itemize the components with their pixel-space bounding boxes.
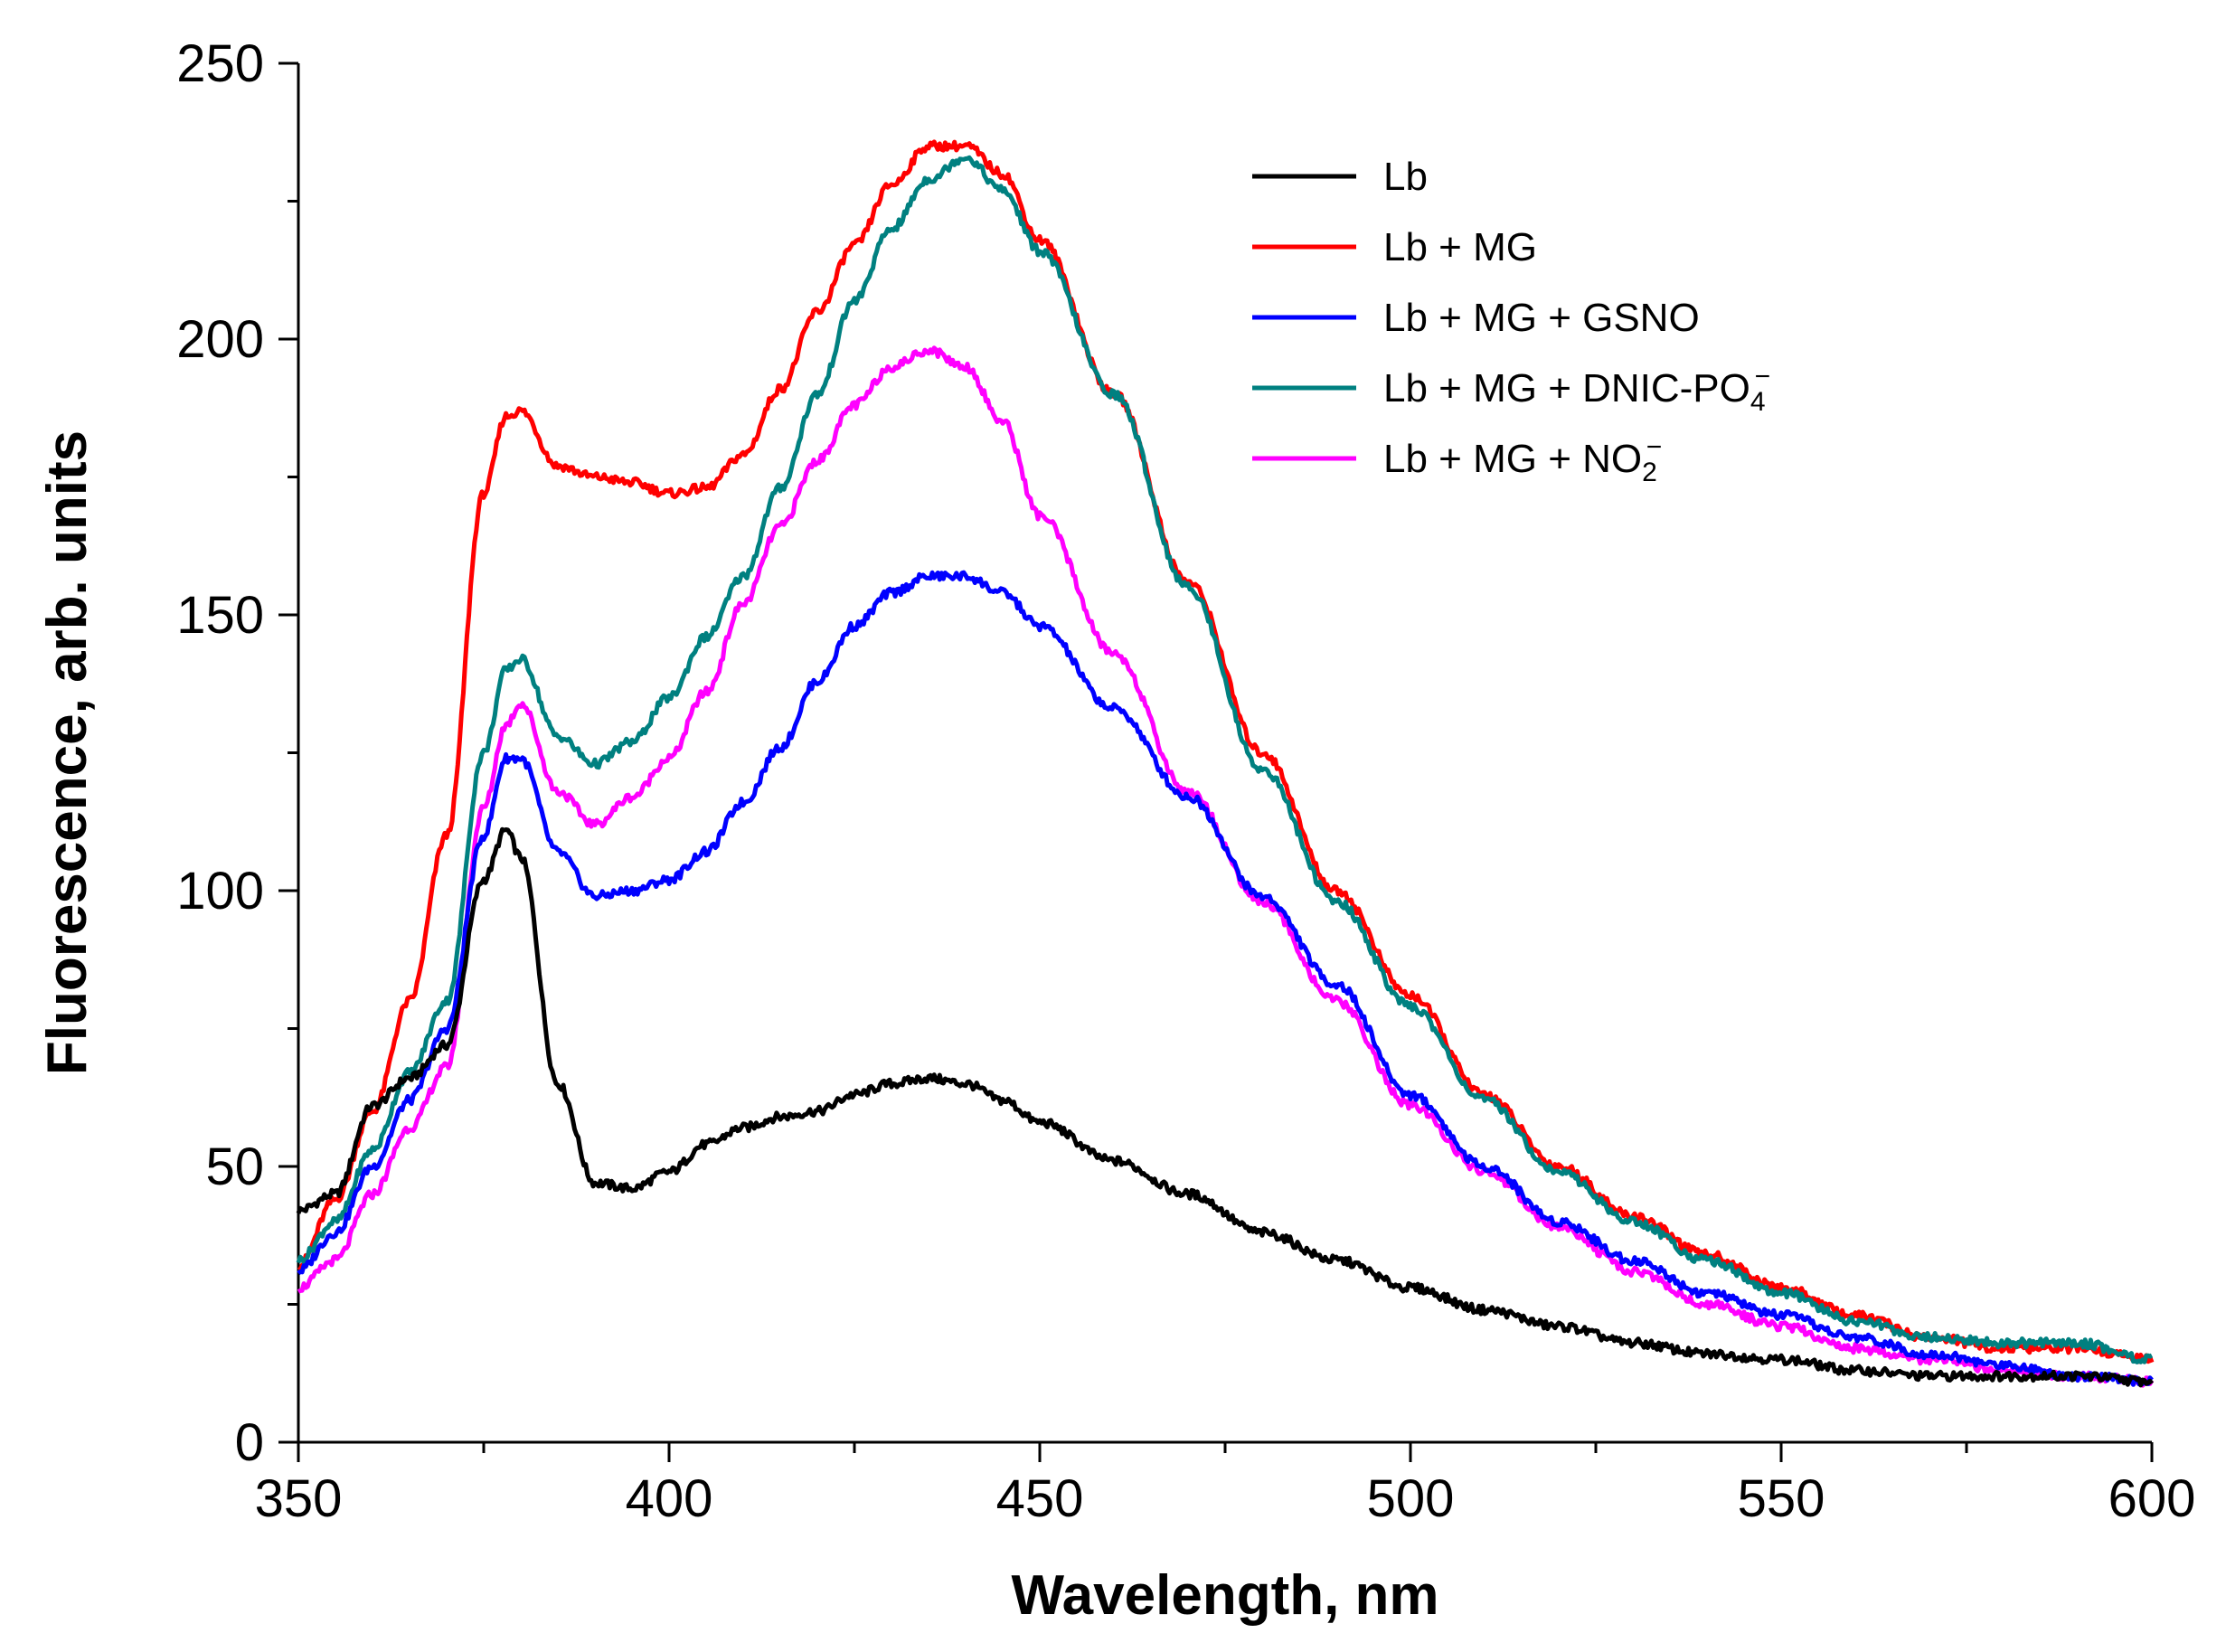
legend-label: Lb + MG + GSNO: [1383, 296, 1700, 340]
y-axis-title: Fluorescence, arb. units: [36, 430, 99, 1075]
y-tick-label: 250: [176, 34, 264, 93]
legend-label: Lb + MG + DNIC-PO4−: [1383, 362, 1770, 417]
legend-label: Lb + MG: [1383, 225, 1537, 269]
x-tick-label: 400: [626, 1469, 713, 1528]
legend: Lb Lb + MG Lb + MG + GSNO Lb + MG + DNIC-PO…: [1252, 155, 1770, 487]
x-tick-label: 350: [255, 1469, 343, 1528]
x-tick-label: 550: [1738, 1469, 1825, 1528]
y-tick-label: 0: [235, 1413, 264, 1472]
series-line-1: [297, 139, 2155, 1364]
series-line-0: [296, 826, 2155, 1388]
series-line-3: [296, 155, 2154, 1364]
axes: 350 400 450 500 550 600 0 50 100 150 200 250: [176, 34, 2195, 1528]
axis-labels: Wavelength, nm Fluorescence, arb. units: [36, 430, 1439, 1627]
x-tick-label: 500: [1367, 1469, 1455, 1528]
series-line-2: [297, 570, 2154, 1387]
series-lines: [296, 139, 2155, 1388]
y-tick-label: 100: [176, 862, 264, 920]
y-tick-label: 200: [176, 310, 264, 369]
legend-label: Lb: [1383, 155, 1428, 199]
legend-label: Lb + MG + NO2−: [1383, 432, 1662, 487]
x-tick-label: 600: [2108, 1469, 2196, 1528]
x-tick-label: 450: [996, 1469, 1084, 1528]
y-tick-label: 50: [205, 1138, 264, 1196]
x-axis-title: Wavelength, nm: [1011, 1564, 1438, 1627]
series-line-4: [297, 345, 2155, 1388]
y-tick-label: 150: [176, 586, 264, 645]
